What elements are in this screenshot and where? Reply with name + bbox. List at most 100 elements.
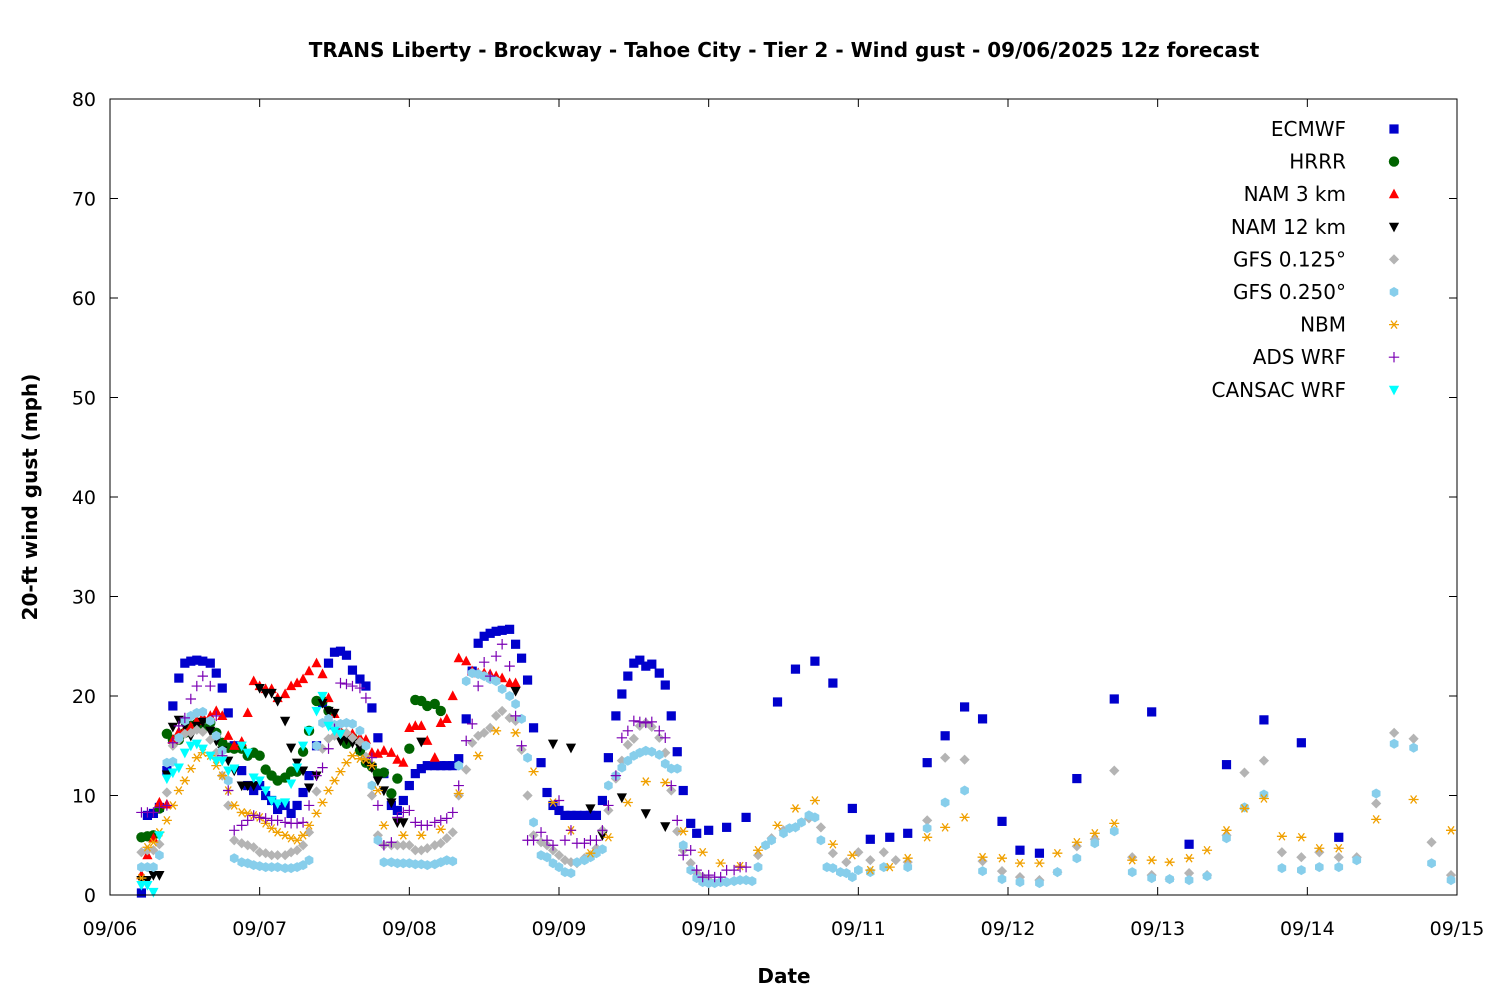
data-point (372, 776, 384, 787)
data-point (752, 850, 764, 861)
data-point (441, 813, 452, 824)
data-point (179, 776, 190, 785)
data-point (847, 803, 857, 814)
data-point (248, 842, 259, 853)
data-point (174, 732, 184, 743)
data-point (585, 848, 596, 858)
data-point (303, 827, 315, 838)
data-point (672, 763, 682, 774)
data-point (260, 813, 271, 824)
data-point (472, 680, 484, 692)
data-point (878, 847, 889, 858)
data-point (285, 779, 297, 790)
data-point (242, 809, 253, 818)
data-point (372, 748, 384, 758)
data-point (1426, 837, 1437, 848)
data-point (496, 639, 508, 650)
data-point (884, 862, 895, 872)
plot-frame (109, 98, 1458, 896)
data-point (197, 726, 208, 737)
chart-title: TRANS Liberty - Brockway - Tahoe City - … (309, 38, 1260, 62)
data-point (922, 815, 933, 826)
data-point (591, 810, 602, 820)
data-point (1109, 694, 1119, 704)
data-point (398, 840, 409, 851)
data-point (461, 764, 472, 775)
data-point (641, 661, 651, 671)
data-point (312, 740, 321, 751)
data-point (703, 869, 714, 881)
data-point (478, 656, 490, 668)
data-point (827, 839, 838, 849)
data-point (640, 717, 652, 729)
data-point (366, 747, 378, 757)
x-tick-label: 09/14 (1280, 918, 1335, 940)
data-point (373, 835, 383, 846)
data-point (816, 835, 826, 846)
data-point (922, 823, 932, 834)
data-point (404, 780, 414, 791)
data-point (392, 773, 403, 784)
data-point (1408, 733, 1419, 744)
data-point (303, 726, 315, 737)
data-point (205, 715, 215, 726)
data-point (628, 733, 639, 744)
data-point (1276, 847, 1287, 858)
data-point (1371, 814, 1382, 824)
data-point (1333, 852, 1344, 863)
data-point (1071, 837, 1082, 847)
data-point (392, 754, 403, 764)
data-point (323, 786, 334, 795)
data-point (940, 731, 950, 741)
data-point (430, 761, 440, 771)
data-point (847, 850, 858, 860)
data-point (660, 680, 670, 690)
y-tick-label: 60 (72, 288, 96, 310)
data-point (297, 746, 309, 757)
series-cansac-wrf (136, 691, 346, 898)
data-point (647, 746, 657, 757)
data-point (161, 774, 172, 785)
data-point (1147, 873, 1156, 884)
data-point (329, 776, 340, 785)
data-point (297, 766, 309, 777)
data-point (1015, 845, 1025, 855)
data-point (341, 758, 352, 768)
data-point (149, 862, 158, 873)
data-point (229, 801, 240, 810)
data-point (1352, 855, 1362, 866)
data-point (978, 866, 987, 877)
data-point (447, 807, 458, 818)
data-point (273, 804, 283, 815)
data-point (254, 776, 265, 787)
data-point (217, 771, 228, 780)
data-point (959, 754, 970, 765)
data-point (454, 760, 464, 771)
data-point (809, 796, 820, 805)
data-point (148, 807, 159, 818)
data-point (1127, 855, 1138, 865)
data-point (466, 718, 478, 730)
data-point (565, 743, 577, 754)
data-point (447, 827, 458, 838)
data-point (167, 737, 179, 748)
data-point (1221, 825, 1232, 835)
data-point (386, 837, 397, 848)
data-point (161, 787, 172, 798)
data-point (311, 770, 322, 781)
data-point (323, 658, 334, 668)
data-point (398, 818, 409, 828)
data-point (311, 786, 322, 797)
data-point (654, 732, 665, 743)
data-point (1297, 865, 1306, 876)
data-point (154, 796, 165, 807)
data-point (1334, 862, 1344, 873)
data-point (453, 780, 464, 791)
series-nam-12-km (136, 683, 671, 886)
data-point (304, 771, 314, 781)
data-point (229, 835, 240, 846)
data-point (646, 716, 657, 728)
legend-marker (1388, 254, 1400, 265)
data-point (516, 653, 527, 663)
